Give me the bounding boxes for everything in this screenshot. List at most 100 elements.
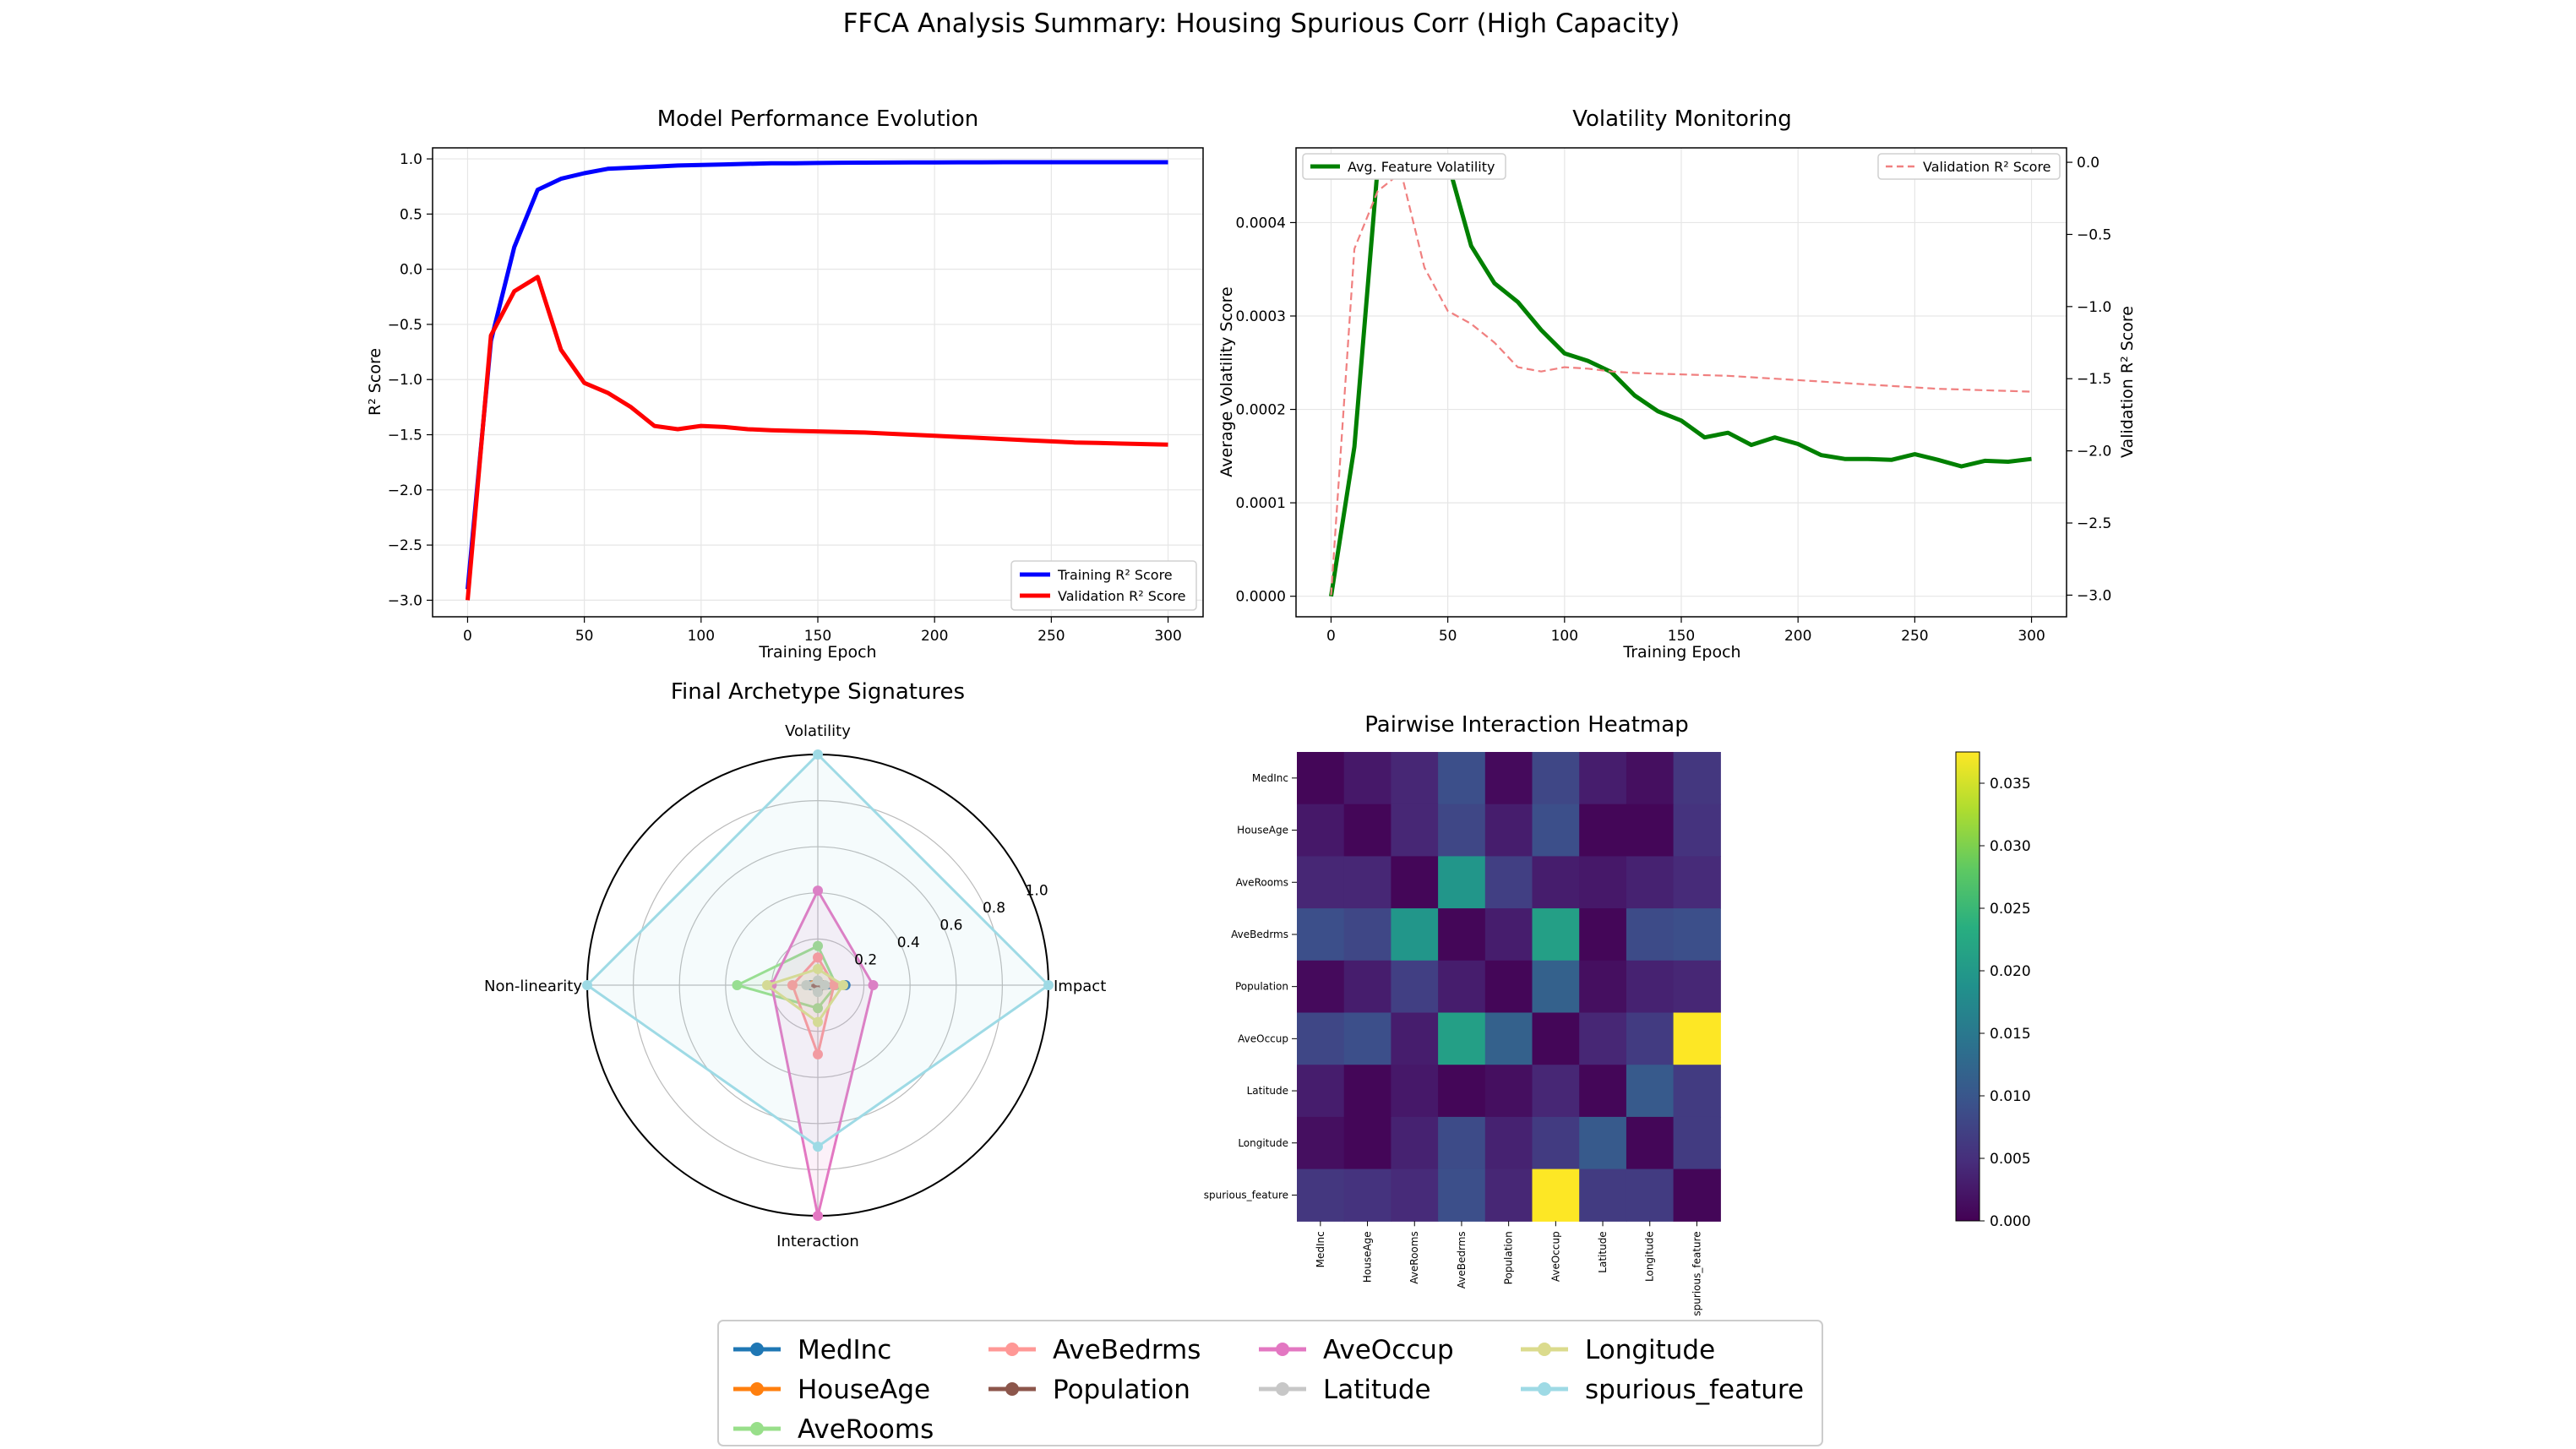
colorbar-tick-label: 0.010 xyxy=(1990,1088,2031,1105)
heatmap-cell xyxy=(1297,960,1345,1014)
heatmap-panel: Pairwise Interaction Heatmap MedInc MedIn… xyxy=(1204,712,2031,1316)
radar-r-tick-label: 0.4 xyxy=(897,934,920,951)
heatmap-cell xyxy=(1673,960,1721,1014)
volatility-legend-left: Avg. Feature Volatility xyxy=(1302,153,1506,180)
heatmap-cell xyxy=(1626,1168,1675,1222)
legend-marker-avebedrms xyxy=(1005,1343,1019,1356)
x-tick-label: 100 xyxy=(688,628,715,645)
heatmap-cell xyxy=(1297,1065,1345,1118)
radar-point-averooms xyxy=(813,940,823,951)
heatmap-cell xyxy=(1484,1012,1533,1065)
heatmap-cell xyxy=(1673,908,1721,961)
heatmap-cell xyxy=(1626,1012,1675,1065)
radar-point-avebedrms xyxy=(787,980,798,990)
legend-marker-medinc xyxy=(750,1343,764,1356)
heatmap-col-label: AveOccup xyxy=(1549,1231,1561,1282)
radar-point-latitude xyxy=(801,980,812,990)
heatmap-cell xyxy=(1579,752,1627,805)
legend-label: spurious_feature xyxy=(1585,1375,1804,1405)
heatmap-cell xyxy=(1673,1012,1721,1065)
heatmap-cell xyxy=(1343,908,1391,961)
legend-marker-latitude xyxy=(1276,1382,1289,1396)
heatmap-row-label: AveRooms xyxy=(1236,876,1288,888)
legend-marker-spurious_feature xyxy=(1538,1382,1551,1396)
heatmap-cell xyxy=(1673,803,1721,857)
heatmap-cell xyxy=(1391,1012,1439,1065)
x-tick-label: 100 xyxy=(1551,628,1578,645)
radar-panel: Final Archetype Signatures 0.2 0.4 0.6 0.8 1… xyxy=(484,679,1106,1250)
series-line-validation-r-score xyxy=(1330,171,2032,596)
y-tick-label: −0.5 xyxy=(388,317,422,334)
radar-axis-label: Volatility xyxy=(785,722,851,740)
x-tick-label: 0 xyxy=(1326,628,1336,645)
heatmap-cell xyxy=(1484,1168,1533,1222)
x-tick-label: 0 xyxy=(463,628,472,645)
legend-marker-averooms xyxy=(750,1422,764,1435)
heatmap-cell xyxy=(1532,1116,1580,1170)
heatmap-cell xyxy=(1626,960,1675,1014)
heatmap-cell xyxy=(1391,803,1439,857)
heatmap-cell xyxy=(1297,1168,1345,1222)
volatility-legend-right-box xyxy=(1877,153,2061,180)
heatmap-cell xyxy=(1391,960,1439,1014)
legend-marker-houseage xyxy=(750,1382,764,1396)
heatmap-cell xyxy=(1484,960,1533,1014)
heatmap-cell xyxy=(1343,856,1391,909)
y-tick-label: 0.5 xyxy=(400,206,422,223)
heatmap-col-label: MedInc xyxy=(1315,1231,1326,1267)
heatmap-cell xyxy=(1626,908,1675,961)
x-tick-label: 150 xyxy=(804,628,831,645)
heatmap-col-label: HouseAge xyxy=(1362,1231,1374,1283)
radar-point-spurious-feature xyxy=(582,980,592,990)
y-tick-label: 0.0003 xyxy=(1236,308,1286,325)
heatmap-cell xyxy=(1297,803,1345,857)
heatmap-col-label: AveBedrms xyxy=(1456,1231,1468,1288)
heatmap-cell xyxy=(1438,1065,1486,1118)
colorbar-tick-label: 0.005 xyxy=(1990,1151,2031,1168)
x-tick-label: 50 xyxy=(1439,628,1457,645)
legend-label: Population xyxy=(1053,1375,1190,1405)
y-tick-label: −1.5 xyxy=(388,428,422,444)
heatmap-col-label: Latitude xyxy=(1597,1231,1609,1272)
x-tick-label: 50 xyxy=(575,628,594,645)
heatmap-cell xyxy=(1438,1012,1486,1065)
heatmap-cell xyxy=(1673,1168,1721,1222)
heatmap-cell xyxy=(1532,1065,1580,1118)
heatmap-cell xyxy=(1532,803,1580,857)
radar-point-aveoccup xyxy=(813,1211,823,1221)
volatility-legend-right: Validation R² Score xyxy=(1877,153,2061,180)
performance-xlabel: Training Epoch xyxy=(758,643,876,662)
volatility-ylabel: Average Volatility Score xyxy=(1217,286,1236,477)
heatmap-cell xyxy=(1391,1065,1439,1118)
colorbar-frame xyxy=(1955,751,1980,1222)
heatmap-col-label: Population xyxy=(1503,1231,1515,1284)
performance-panel: Model Performance Evolution 0 50 100 150 200… xyxy=(366,106,1204,662)
heatmap-cell xyxy=(1297,752,1345,805)
radar-r-tick-label: 0.6 xyxy=(939,918,962,934)
heatmap-cell xyxy=(1343,1168,1391,1222)
heatmap-cell xyxy=(1438,752,1486,805)
y2-tick-label: 0.0 xyxy=(2077,155,2099,172)
radar-series-spurious-feature xyxy=(585,752,1051,1148)
x-tick-label: 150 xyxy=(1668,628,1695,645)
heatmap-cell xyxy=(1673,1116,1721,1170)
performance-legend-box xyxy=(1010,560,1197,611)
radar-point-spurious-feature xyxy=(813,749,823,760)
heatmap-row-label: AveOccup xyxy=(1238,1032,1288,1044)
heatmap-cell xyxy=(1532,752,1580,805)
radar-point-spurious-feature xyxy=(813,1141,823,1152)
y2-tick-label: −0.5 xyxy=(2077,226,2111,243)
y2-tick-label: −2.5 xyxy=(2077,515,2111,532)
y-tick-label: 0.0001 xyxy=(1236,495,1286,512)
heatmap-row-label: AveBedrms xyxy=(1231,929,1288,940)
heatmap-cell xyxy=(1484,1065,1533,1118)
heatmap-cell xyxy=(1438,960,1486,1014)
radar-axis-label: Non-linearity xyxy=(484,978,582,995)
radar-point-spurious-feature xyxy=(1043,980,1054,990)
radar-title: Final Archetype Signatures xyxy=(671,679,965,705)
heatmap-cell xyxy=(1579,960,1627,1014)
radar-point-aveoccup xyxy=(813,885,823,896)
heatmap-cell xyxy=(1391,908,1439,961)
heatmap-row-label: spurious_feature xyxy=(1204,1189,1288,1201)
